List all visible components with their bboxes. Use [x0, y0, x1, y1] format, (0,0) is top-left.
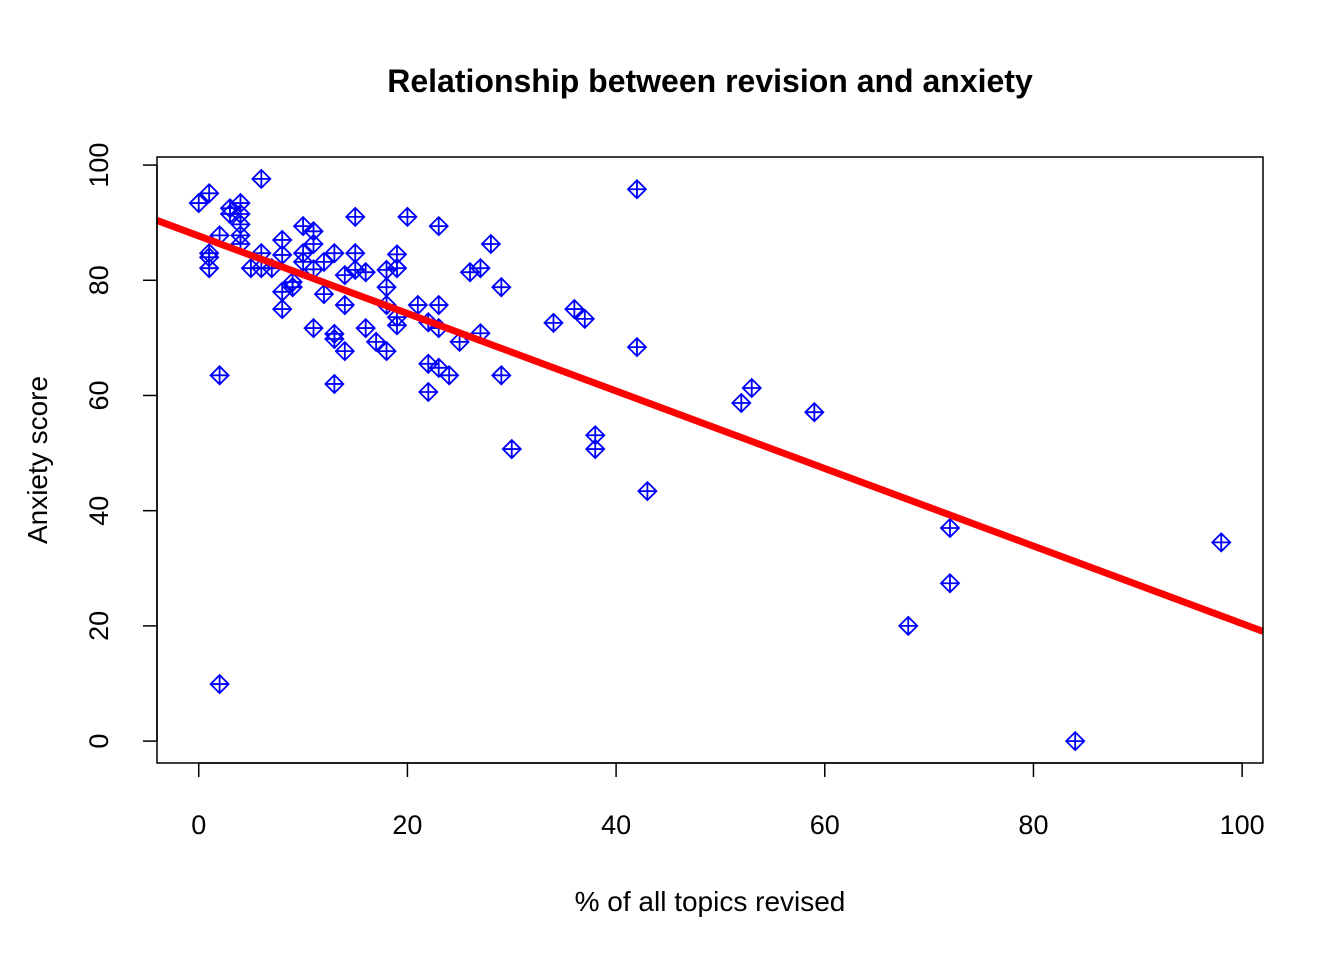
data-point — [324, 242, 345, 264]
data-point — [376, 276, 397, 298]
y-tick-label: 0 — [84, 734, 114, 749]
chart-title: Relationship between revision and anxiet… — [387, 63, 1033, 99]
x-tick-label: 100 — [1220, 810, 1265, 840]
data-point — [564, 298, 585, 320]
data-point — [491, 276, 512, 298]
data-point — [386, 257, 408, 279]
data-point — [418, 381, 439, 403]
data-point — [480, 233, 502, 255]
data-point — [574, 308, 596, 330]
data-point — [188, 192, 210, 214]
data-point — [438, 365, 460, 386]
data-point — [491, 365, 512, 386]
data-point — [626, 178, 648, 200]
data-point — [376, 340, 397, 362]
data-point — [271, 244, 293, 266]
data-point — [428, 357, 449, 379]
x-tick-label: 0 — [191, 810, 206, 840]
data-point — [198, 242, 220, 264]
data-point — [1064, 730, 1086, 752]
x-tick-label: 20 — [392, 810, 422, 840]
data-point — [355, 261, 376, 283]
data-point — [584, 438, 606, 460]
data-point — [397, 206, 418, 228]
y-tick-label: 100 — [84, 143, 114, 188]
data-point — [376, 259, 397, 281]
data-point — [271, 298, 293, 320]
y-tick-label: 20 — [84, 611, 114, 641]
y-tick-label: 60 — [84, 380, 114, 410]
data-point — [344, 259, 366, 281]
data-point — [407, 294, 429, 316]
regression-line — [155, 217, 1265, 635]
data-point — [209, 365, 230, 386]
data-point — [501, 438, 523, 460]
y-axis: 0 20 40 60 80 100 — [84, 143, 158, 749]
x-axis-label: % of all topics revised — [575, 886, 846, 917]
x-tick-label: 60 — [810, 810, 840, 840]
data-point — [324, 328, 345, 350]
data-point — [209, 673, 230, 695]
data-point — [741, 377, 763, 399]
x-tick-label: 40 — [601, 810, 631, 840]
data-point — [324, 373, 345, 395]
data-point — [626, 336, 648, 358]
data-point — [897, 615, 919, 637]
data-point — [251, 168, 272, 190]
data-point — [804, 401, 825, 423]
data-point — [313, 283, 335, 305]
data-point — [344, 242, 366, 264]
data-point — [637, 480, 658, 502]
data-point — [198, 183, 220, 204]
data-point — [1210, 532, 1232, 553]
data-point — [313, 251, 335, 273]
data-point — [344, 206, 366, 228]
data-point — [428, 294, 449, 316]
data-point — [731, 392, 752, 414]
plot-frame — [156, 156, 1264, 764]
y-axis-label: Anxiety score — [22, 376, 53, 544]
y-tick-label: 40 — [84, 496, 114, 526]
x-axis: 0 20 40 60 80 100 — [191, 762, 1265, 840]
data-point — [334, 340, 356, 362]
y-tick-label: 80 — [84, 265, 114, 295]
data-point — [939, 573, 961, 594]
data-point — [355, 317, 376, 339]
x-tick-label: 80 — [1018, 810, 1048, 840]
data-point — [303, 317, 324, 339]
data-point — [303, 233, 324, 255]
data-point — [470, 257, 491, 279]
data-point — [365, 331, 387, 353]
data-point — [939, 517, 961, 539]
points-layer — [188, 168, 1232, 752]
data-point — [543, 312, 564, 334]
data-point — [282, 271, 303, 293]
data-point — [334, 294, 356, 316]
data-point — [428, 215, 449, 237]
